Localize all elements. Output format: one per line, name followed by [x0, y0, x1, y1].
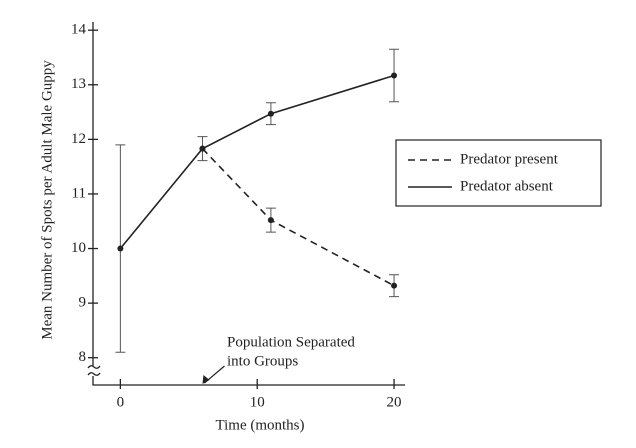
data-point: [391, 72, 398, 79]
y-axis: [92, 22, 405, 386]
series-line: [201, 148, 395, 287]
annotation-text: into Groups: [227, 353, 298, 369]
data-point: [199, 145, 206, 152]
x-tick-label: 0: [117, 394, 125, 410]
y-tick-label: 8: [79, 349, 87, 365]
legend-label: Predator present: [460, 151, 559, 167]
x-axis-label: Time (months): [215, 417, 304, 433]
x-tick-label: 10: [250, 394, 265, 410]
axis-break: [87, 365, 101, 376]
annotation-text: Population Separated: [227, 334, 355, 350]
data-point: [267, 217, 274, 224]
series-line: [119, 74, 395, 250]
y-axis-label: Mean Number of Spots per Adult Male Gupp…: [39, 60, 55, 340]
legend-box: [395, 139, 602, 207]
y-tick-label: 9: [79, 295, 87, 311]
data-point: [391, 282, 398, 289]
legend-label: Predator absent: [460, 178, 554, 194]
y-tick-label: 13: [71, 76, 86, 92]
annotation-arrowhead: [202, 375, 210, 384]
y-tick-label: 10: [71, 240, 86, 256]
y-tick-label: 14: [71, 22, 87, 38]
y-tick-label: 12: [71, 131, 86, 147]
data-point: [267, 110, 274, 117]
x-tick-label: 20: [387, 394, 402, 410]
y-tick-label: 11: [72, 185, 86, 201]
data-point: [117, 245, 124, 252]
